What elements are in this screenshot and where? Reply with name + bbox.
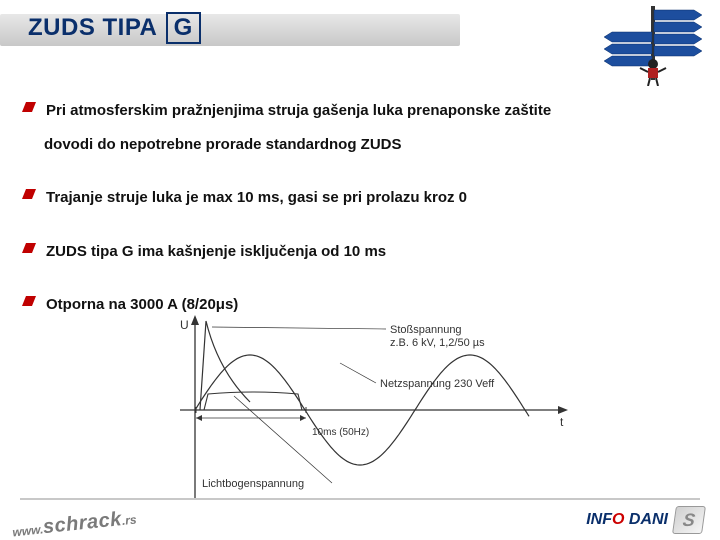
info-dani-inf: INF — [586, 511, 612, 528]
list-item: Otporna na 3000 A (8/20μs) — [22, 292, 622, 318]
title-boxed-letter: G — [166, 12, 201, 44]
footer-domain: schrack — [42, 508, 123, 538]
bullet-text: Otporna na 3000 A (8/20μs) — [46, 292, 238, 318]
info-dani-rest: DANI — [624, 511, 668, 528]
info-dani-o: O — [612, 511, 624, 528]
bullet-icon — [22, 296, 36, 306]
svg-text:Stoßspannung: Stoßspannung — [390, 324, 462, 336]
bullet-text: dovodi do nepotrebne prorade standardnog… — [44, 132, 402, 158]
info-dani-text: INFO DANI — [586, 511, 668, 529]
svg-text:U: U — [180, 318, 189, 332]
bullet-icon — [22, 189, 36, 199]
bullet-text: Pri atmosferskim pražnjenjima struja gaš… — [46, 98, 551, 124]
slide: ZUDS TIPA G Pri atmosferskim pražnjenjim… — [0, 0, 720, 540]
svg-text:t: t — [560, 415, 564, 429]
bullet-list: Pri atmosferskim pražnjenjima struja gaš… — [22, 98, 622, 346]
title-prefix: ZUDS TIPA — [28, 14, 157, 41]
list-item: dovodi do nepotrebne prorade standardnog… — [44, 132, 622, 158]
waveform-diagram: Ut Stoßspannungz.B. 6 kV, 1,2/50 µs Netzs… — [140, 315, 580, 505]
footer-tld: .rs — [121, 513, 137, 528]
svg-text:Netzspannung 230 Veff: Netzspannung 230 Veff — [380, 378, 495, 390]
slide-title: ZUDS TIPA G — [28, 12, 201, 44]
list-item: Trajanje struje luka je max 10 ms, gasi … — [22, 185, 622, 211]
svg-text:Lichtbogenspannung: Lichtbogenspannung — [202, 478, 304, 490]
bullet-icon — [22, 243, 36, 253]
svg-text:z.B. 6 kV, 1,2/50 µs: z.B. 6 kV, 1,2/50 µs — [390, 337, 485, 349]
footer-logo-left: www.schrack.rs — [11, 507, 137, 540]
footer-rule — [20, 498, 700, 500]
svg-text:10ms (50Hz): 10ms (50Hz) — [312, 427, 369, 438]
signpost-graphic — [598, 6, 708, 86]
bullet-text: ZUDS tipa G ima kašnjenje isključenja od… — [46, 239, 386, 265]
list-item: Pri atmosferskim pražnjenjima struja gaš… — [22, 98, 622, 124]
bullet-icon — [22, 102, 36, 112]
schrack-s-icon: S — [672, 506, 706, 534]
list-item: ZUDS tipa G ima kašnjenje isključenja od… — [22, 239, 622, 265]
footer-logo-right: INFO DANI S — [586, 506, 704, 534]
bullet-text: Trajanje struje luka je max 10 ms, gasi … — [46, 185, 467, 211]
footer-www: www. — [12, 522, 44, 539]
